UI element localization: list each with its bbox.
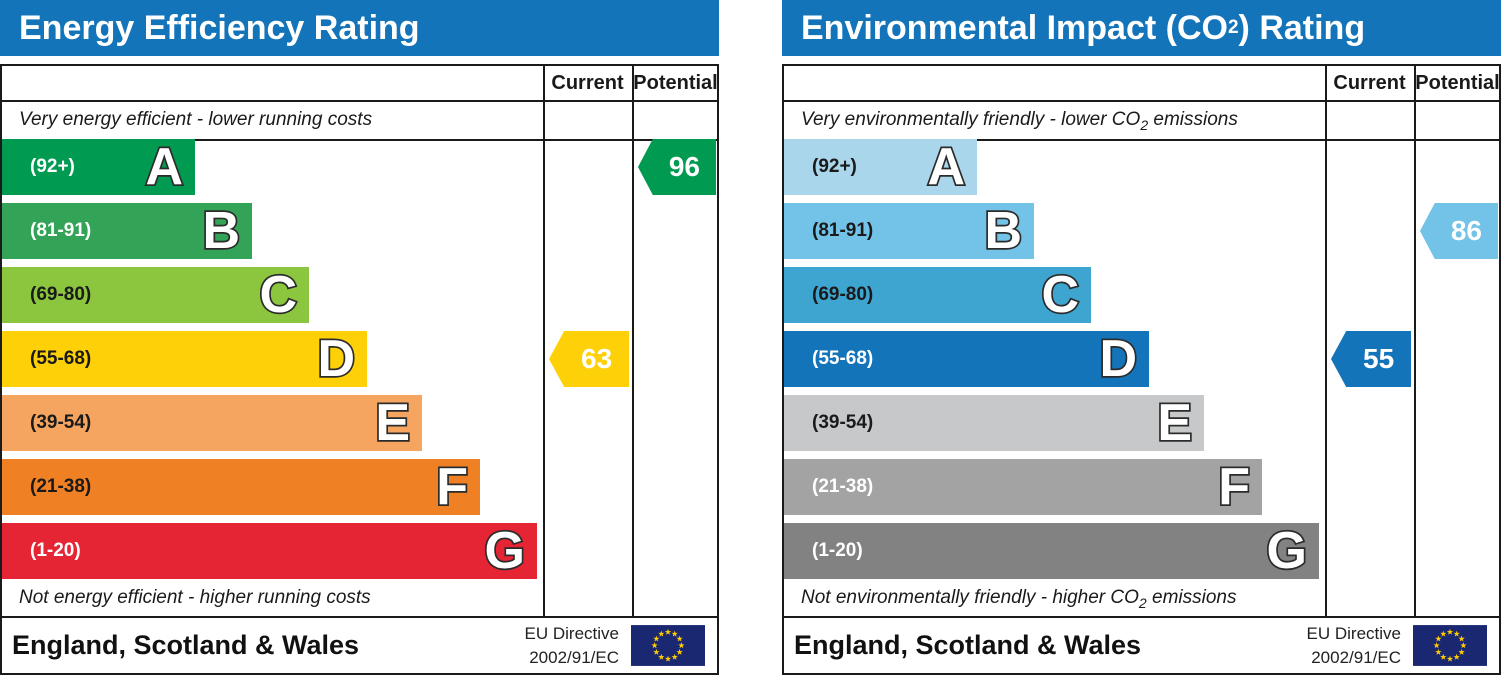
svg-text:C: C: [1041, 267, 1079, 323]
svg-text:A: A: [145, 139, 183, 195]
svg-text:A: A: [927, 139, 965, 195]
svg-text:E: E: [375, 395, 410, 451]
svg-text:G: G: [1267, 523, 1307, 579]
svg-text:D: D: [1099, 331, 1137, 387]
svg-text:C: C: [259, 267, 297, 323]
svg-text:F: F: [436, 459, 468, 515]
svg-text:G: G: [485, 523, 525, 579]
svg-text:F: F: [1218, 459, 1250, 515]
svg-text:B: B: [202, 203, 240, 259]
svg-text:B: B: [984, 203, 1022, 259]
svg-text:D: D: [317, 331, 355, 387]
svg-text:E: E: [1157, 395, 1192, 451]
